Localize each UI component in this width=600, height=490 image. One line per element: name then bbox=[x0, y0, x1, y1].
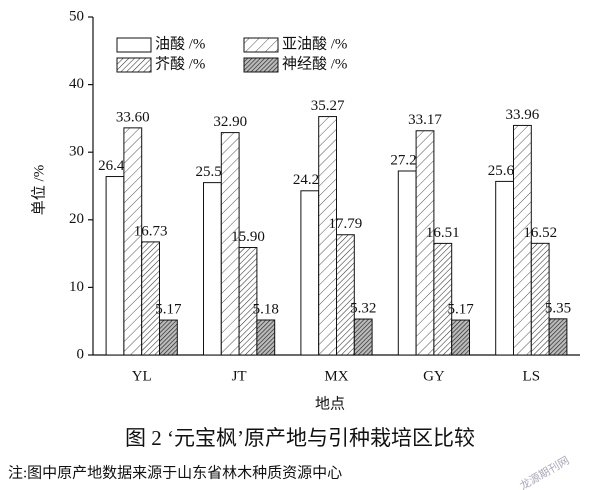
y-tick-label: 10 bbox=[69, 279, 84, 295]
value-label: 5.35 bbox=[545, 300, 571, 316]
y-tick-label: 0 bbox=[77, 346, 85, 362]
value-label: 32.90 bbox=[213, 114, 247, 130]
bar bbox=[300, 190, 320, 356]
value-label: 17.79 bbox=[329, 216, 363, 232]
x-tick-label: LS bbox=[523, 368, 541, 384]
y-axis-label: 单位 /% bbox=[30, 165, 47, 215]
bar bbox=[105, 176, 125, 356]
x-tick-label: MX bbox=[324, 368, 348, 384]
legend-label: 芥酸 /% bbox=[155, 55, 205, 72]
bar bbox=[318, 116, 338, 356]
watermark: 龙源期刊网 bbox=[517, 453, 572, 490]
bar bbox=[433, 242, 453, 356]
value-label: 33.60 bbox=[116, 109, 150, 125]
bar bbox=[256, 319, 276, 356]
value-label: 33.96 bbox=[506, 107, 540, 123]
legend-swatch bbox=[243, 37, 279, 53]
bar bbox=[238, 247, 258, 356]
bar bbox=[220, 132, 240, 356]
bar bbox=[495, 180, 515, 356]
bar bbox=[123, 127, 143, 356]
bar bbox=[159, 319, 178, 356]
y-tick-label: 20 bbox=[69, 211, 84, 227]
legend-swatch bbox=[116, 57, 152, 73]
legend-swatch bbox=[116, 37, 152, 53]
bar bbox=[548, 318, 568, 356]
y-tick-label: 50 bbox=[69, 8, 84, 24]
bar bbox=[353, 318, 373, 356]
note: 注:图中原产地数据来源于山东省林木种质资源中心 bbox=[8, 464, 342, 481]
x-tick-label: GY bbox=[423, 368, 445, 384]
value-label: 15.90 bbox=[231, 229, 265, 245]
bar bbox=[451, 319, 471, 356]
legend-label: 亚油酸 /% bbox=[282, 35, 347, 52]
value-label: 16.52 bbox=[523, 225, 557, 241]
bar bbox=[203, 182, 222, 356]
legend-label: 油酸 /% bbox=[155, 35, 205, 52]
value-label: 16.73 bbox=[134, 223, 168, 239]
bar bbox=[530, 242, 550, 356]
bar bbox=[513, 124, 532, 356]
value-label: 5.17 bbox=[447, 301, 474, 317]
caption: 图 2 ‘元宝枫’原产地与引种栽培区比较 bbox=[125, 426, 475, 450]
bar bbox=[397, 170, 417, 356]
value-label: 5.18 bbox=[253, 301, 279, 317]
x-axis-label: 地点 bbox=[315, 395, 345, 412]
x-tick-label: JT bbox=[232, 368, 247, 384]
value-label: 5.32 bbox=[350, 300, 376, 316]
y-tick-label: 40 bbox=[69, 76, 84, 92]
value-label: 16.51 bbox=[426, 225, 460, 241]
bar bbox=[336, 234, 355, 356]
legend-label: 神经酸 /% bbox=[282, 55, 347, 72]
value-label: 33.17 bbox=[408, 112, 442, 128]
legend-swatch bbox=[243, 57, 279, 73]
value-label: 35.27 bbox=[311, 98, 345, 114]
value-label: 5.17 bbox=[155, 301, 182, 317]
y-tick-label: 30 bbox=[69, 144, 84, 160]
bar bbox=[415, 130, 435, 356]
x-tick-label: YL bbox=[132, 368, 152, 384]
bar bbox=[141, 241, 160, 356]
